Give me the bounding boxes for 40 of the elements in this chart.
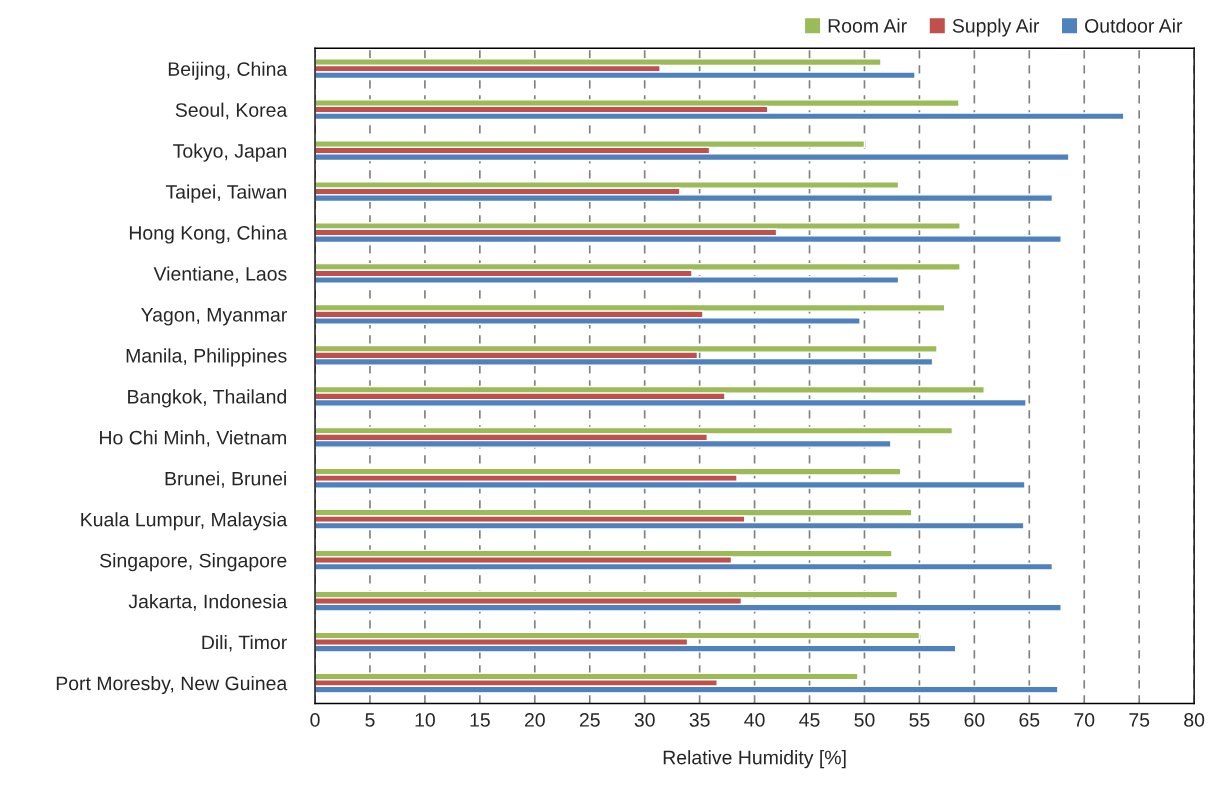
x-tick-label: 5 [365,713,375,727]
x-tick-label: 65 [1019,713,1040,727]
x-tick-label: 20 [524,713,545,727]
legend-label: Supply Air [952,18,1040,37]
legend-label: Room Air [828,18,907,33]
x-tick-label: 40 [744,713,765,727]
bar [315,140,866,149]
y-tick-label: Bangkok, Thailand [128,389,286,408]
x-tick-label: 70 [1074,713,1095,727]
x-tick-label: 25 [579,713,600,727]
x-tick-label: 45 [799,713,820,727]
legend-label: Outdoor Air [1085,18,1183,33]
bar [315,58,882,67]
y-tick-label: Seoul, Korea [175,102,288,120]
x-tick-label: 15 [470,713,490,727]
y-tick-label: Ho Chi Minh, Vietnam [100,430,286,447]
bar [315,99,960,108]
y-tick-label: Manila, Philippines [126,348,287,367]
x-tick-label: 30 [634,713,655,727]
y-tick-label: Dili, Timor [202,635,287,652]
y-tick-label: Singapore, Singapore [100,553,287,572]
y-tick-label: Jakarta, Indonesia [128,594,288,611]
x-tick-label: 55 [909,713,930,727]
x-tick-label: 80 [1184,713,1205,727]
x-tick-label: 75 [1129,713,1150,727]
x-axis-title: Relative Humidity [%] [663,750,846,769]
y-tick-label: Hong Kong, China [129,225,288,244]
x-tick-label: 10 [415,713,435,727]
x-tick-label: 50 [854,713,875,727]
y-tick-label: Taipei, Taiwan [165,184,286,203]
y-tick-label: Yagon, Myanmar [141,308,287,326]
y-tick-label: Beijing, China [168,61,288,80]
y-tick-label: Brunei, Brunei [165,471,286,488]
y-tick-label: Vientiane, Laos [153,266,287,284]
y-tick-label: Tokyo, Japan [173,143,286,162]
x-tick-label: 35 [689,713,710,727]
y-tick-label: Port Moresby, New Guinea [56,675,288,695]
x-tick-label: 0 [310,713,320,727]
x-tick-label: 60 [964,713,985,727]
y-tick-label: Kuala Lumpur, Malaysia [81,512,288,531]
